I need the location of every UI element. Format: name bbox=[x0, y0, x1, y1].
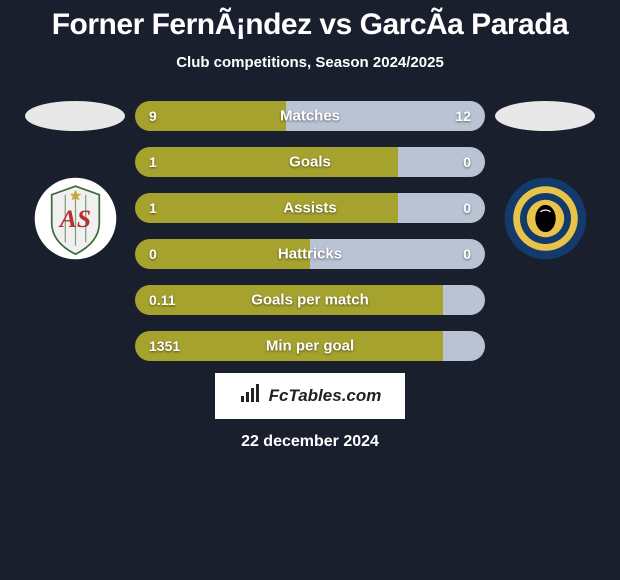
stat-bars: 9 12 Matches 1 0 Goals 1 0 Assists 0 0 Hattricks 0.1… bbox=[135, 101, 485, 361]
right-value: 0 bbox=[463, 246, 471, 262]
bar-right-segment: 0 bbox=[398, 147, 486, 177]
left-value: 9 bbox=[149, 108, 157, 124]
right-ellipse bbox=[495, 101, 595, 131]
left-value: 1 bbox=[149, 154, 157, 170]
stat-bar-matches: 9 12 Matches bbox=[135, 101, 485, 131]
bar-left-segment: 9 bbox=[135, 101, 286, 131]
bar-right-segment bbox=[443, 331, 485, 361]
bar-label: Min per goal bbox=[266, 338, 354, 355]
stat-bar-goals: 1 0 Goals bbox=[135, 147, 485, 177]
right-value: 12 bbox=[455, 108, 471, 124]
right-value: 0 bbox=[463, 200, 471, 216]
page-title: Forner FernÃ¡ndez vs GarcÃ­a Parada bbox=[0, 8, 620, 42]
chart-icon bbox=[239, 384, 263, 409]
left-ellipse bbox=[25, 101, 125, 131]
left-value: 0.11 bbox=[149, 292, 175, 308]
bar-right-segment bbox=[443, 285, 485, 315]
logo-text: FcTables.com bbox=[269, 386, 382, 406]
bar-left-segment: 1 bbox=[135, 193, 398, 223]
bar-label: Assists bbox=[283, 200, 336, 217]
fctables-logo: FcTables.com bbox=[215, 373, 405, 419]
bar-right-segment: 0 bbox=[398, 193, 486, 223]
right-value: 0 bbox=[463, 154, 471, 170]
bar-label: Hattricks bbox=[278, 246, 342, 263]
stat-bar-goals-per-match: 0.11 Goals per match bbox=[135, 285, 485, 315]
svg-text:AS: AS bbox=[57, 204, 90, 233]
bar-label: Goals bbox=[289, 154, 331, 171]
left-value: 1351 bbox=[149, 338, 180, 354]
left-value: 0 bbox=[149, 246, 157, 262]
left-player-col: AS bbox=[25, 101, 125, 261]
bar-label: Goals per match bbox=[251, 292, 369, 309]
stat-bar-hattricks: 0 0 Hattricks bbox=[135, 239, 485, 269]
left-club-badge: AS bbox=[33, 176, 118, 261]
subtitle: Club competitions, Season 2024/2025 bbox=[0, 54, 620, 71]
bar-label: Matches bbox=[280, 108, 340, 125]
left-value: 1 bbox=[149, 200, 157, 216]
stat-bar-min-per-goal: 1351 Min per goal bbox=[135, 331, 485, 361]
right-club-badge bbox=[503, 176, 588, 261]
date-text: 22 december 2024 bbox=[0, 433, 620, 451]
stat-bar-assists: 1 0 Assists bbox=[135, 193, 485, 223]
right-player-col bbox=[495, 101, 595, 261]
bar-left-segment: 1 bbox=[135, 147, 398, 177]
comparison-area: AS 9 12 Matches 1 0 Goals 1 0 Assists 0 0 Hattricks… bbox=[0, 101, 620, 361]
